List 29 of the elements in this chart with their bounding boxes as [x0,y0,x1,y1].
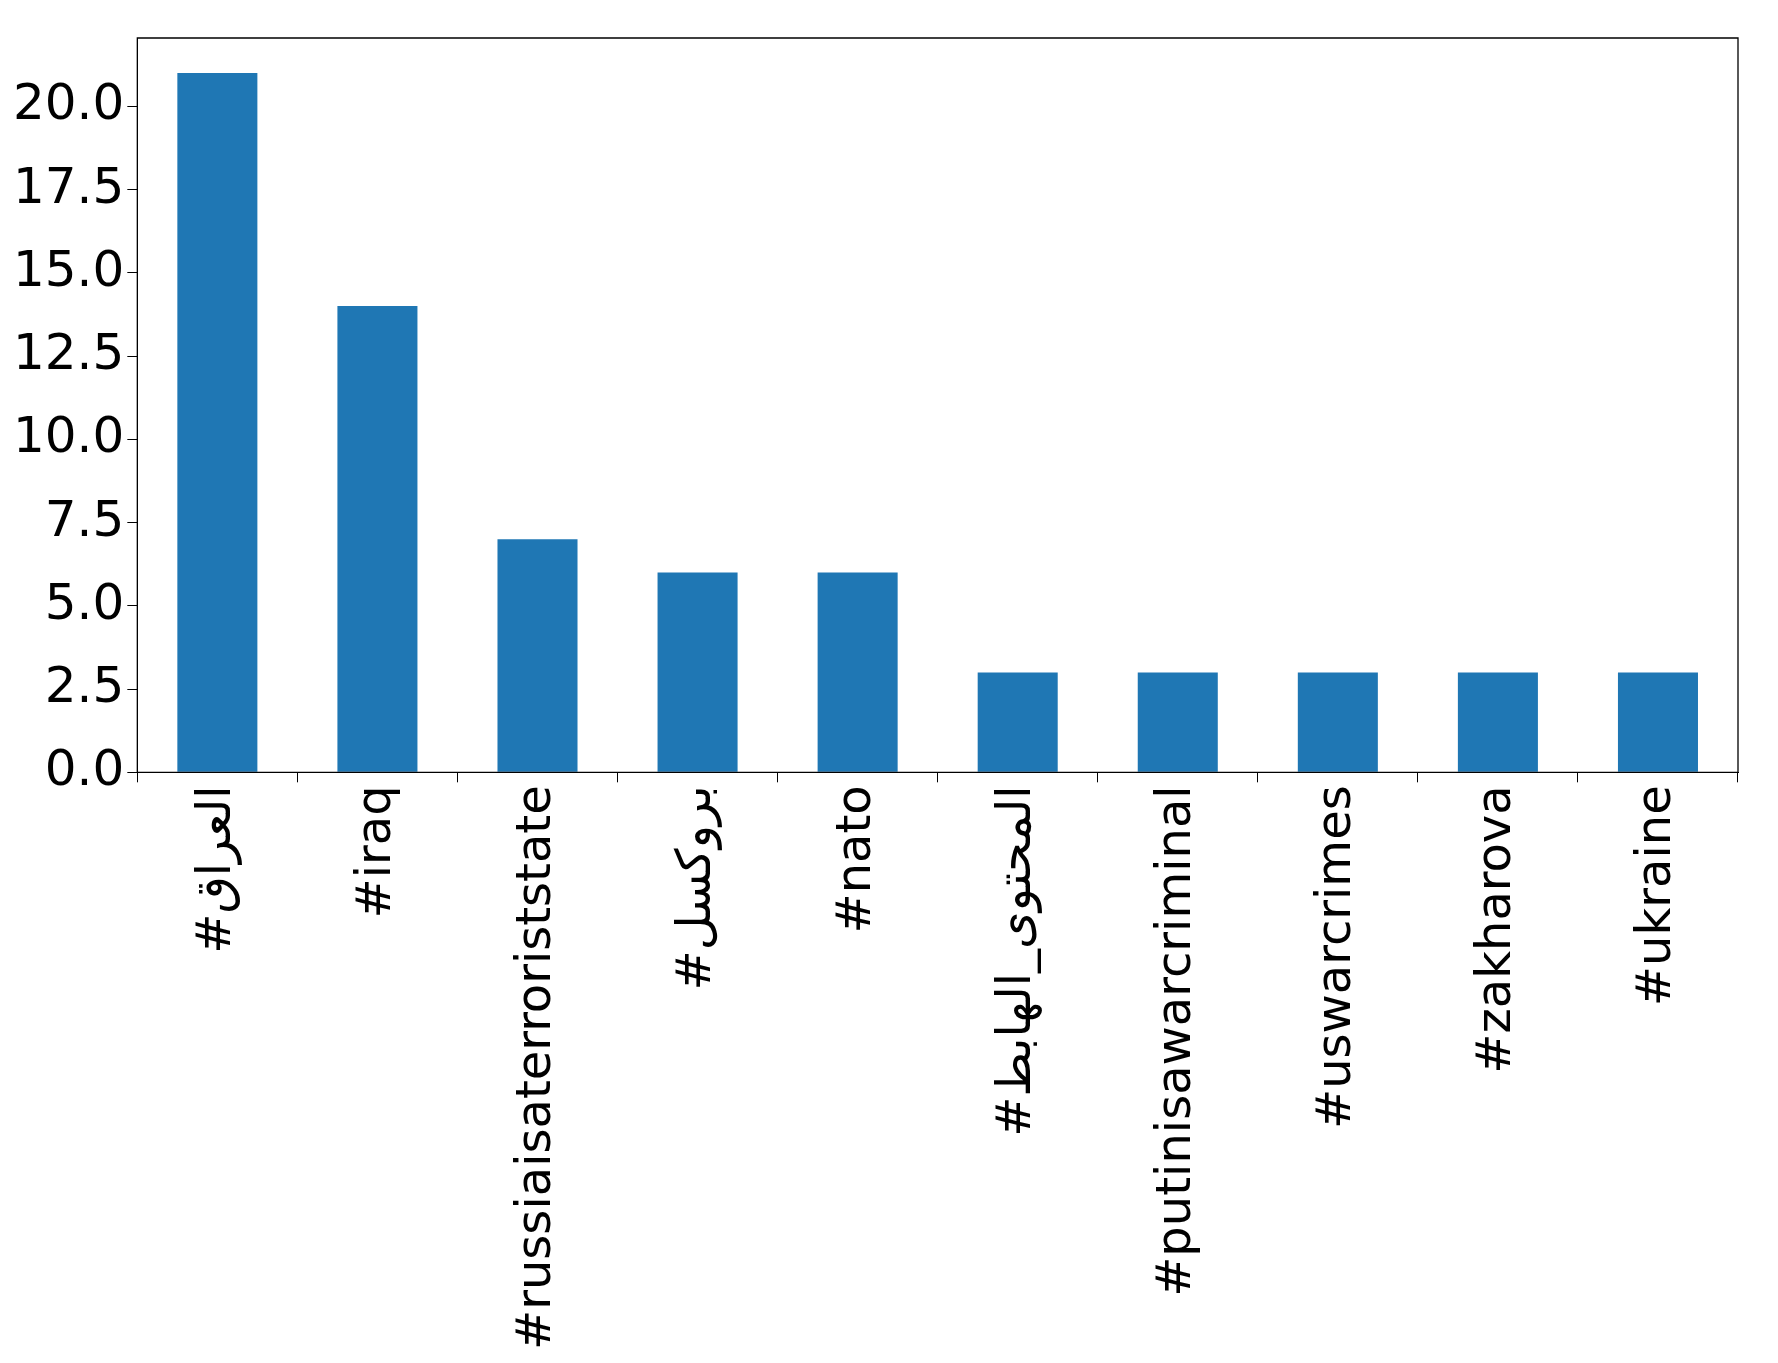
bar [177,72,258,772]
bar [497,539,578,772]
y-tick-label: 2.5 [44,656,125,715]
bar [337,306,418,772]
x-tick-label: #المحتوى_الهابط [985,785,1043,1137]
x-tick-label: #iraq [344,785,401,919]
x-tick-label: #uswarcrimes [1305,785,1362,1130]
x-tick-label: #العراق [184,785,242,954]
y-tick-label: 17.5 [13,156,125,215]
x-tick-label: #russiaisaterroriststate [504,785,561,1351]
bar [1457,672,1538,772]
y-tick-label: 10.0 [13,406,125,465]
bar [1297,672,1378,772]
y-tick-label: 7.5 [44,489,125,548]
y-tick-label: 15.0 [13,239,125,298]
x-tick-label: #ukraine [1625,785,1682,1007]
bar [817,572,898,772]
y-tick-label: 20.0 [13,73,125,132]
x-tick-label: #بروكسل [665,785,723,991]
bar [1137,672,1218,772]
y-tick-label: 12.5 [13,323,125,382]
y-tick-label: 0.0 [44,739,125,798]
y-tick-label: 5.0 [44,572,125,631]
x-tick-label: #nato [825,785,882,934]
bar [657,572,738,772]
x-tick-label: #putinisawarcriminal [1145,785,1202,1297]
bar [977,672,1058,772]
bar [1617,672,1698,772]
x-tick-label: #zakharova [1465,785,1522,1074]
